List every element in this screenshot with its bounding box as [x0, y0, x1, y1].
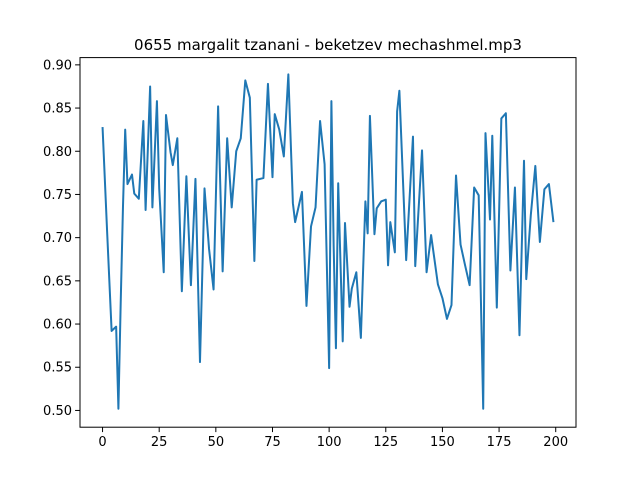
x-tick-label: 0 [98, 435, 106, 450]
y-tick-label: 0.75 [43, 188, 72, 203]
x-tick-label: 125 [373, 435, 398, 450]
x-tick-label: 50 [208, 435, 225, 450]
y-axis: 0.50 0.55 0.60 0.65 0.70 0.75 0.80 0.85 0.90 [43, 58, 80, 419]
series-line [101, 73, 555, 410]
x-tick-label: 175 [487, 435, 512, 450]
plot-area-frame [79, 57, 577, 428]
x-tick-label: 75 [264, 435, 281, 450]
x-axis: 0 25 50 75 100 125 150 175 200 [98, 427, 568, 450]
y-tick-label: 0.60 [43, 318, 72, 333]
y-tick-label: 0.55 [43, 361, 72, 376]
x-tick-label: 150 [430, 435, 455, 450]
y-tick-label: 0.90 [43, 58, 72, 73]
chart-title: 0655 margalit tzanani - beketzev mechash… [134, 36, 522, 54]
y-tick-label: 0.50 [43, 404, 72, 419]
y-tick-label: 0.70 [43, 231, 72, 246]
y-tick-label: 0.80 [43, 145, 72, 160]
x-tick-label: 25 [151, 435, 168, 450]
y-tick-label: 0.65 [43, 274, 72, 289]
x-tick-label: 100 [317, 435, 342, 450]
x-tick-label: 200 [543, 435, 568, 450]
y-tick-label: 0.85 [43, 102, 72, 117]
